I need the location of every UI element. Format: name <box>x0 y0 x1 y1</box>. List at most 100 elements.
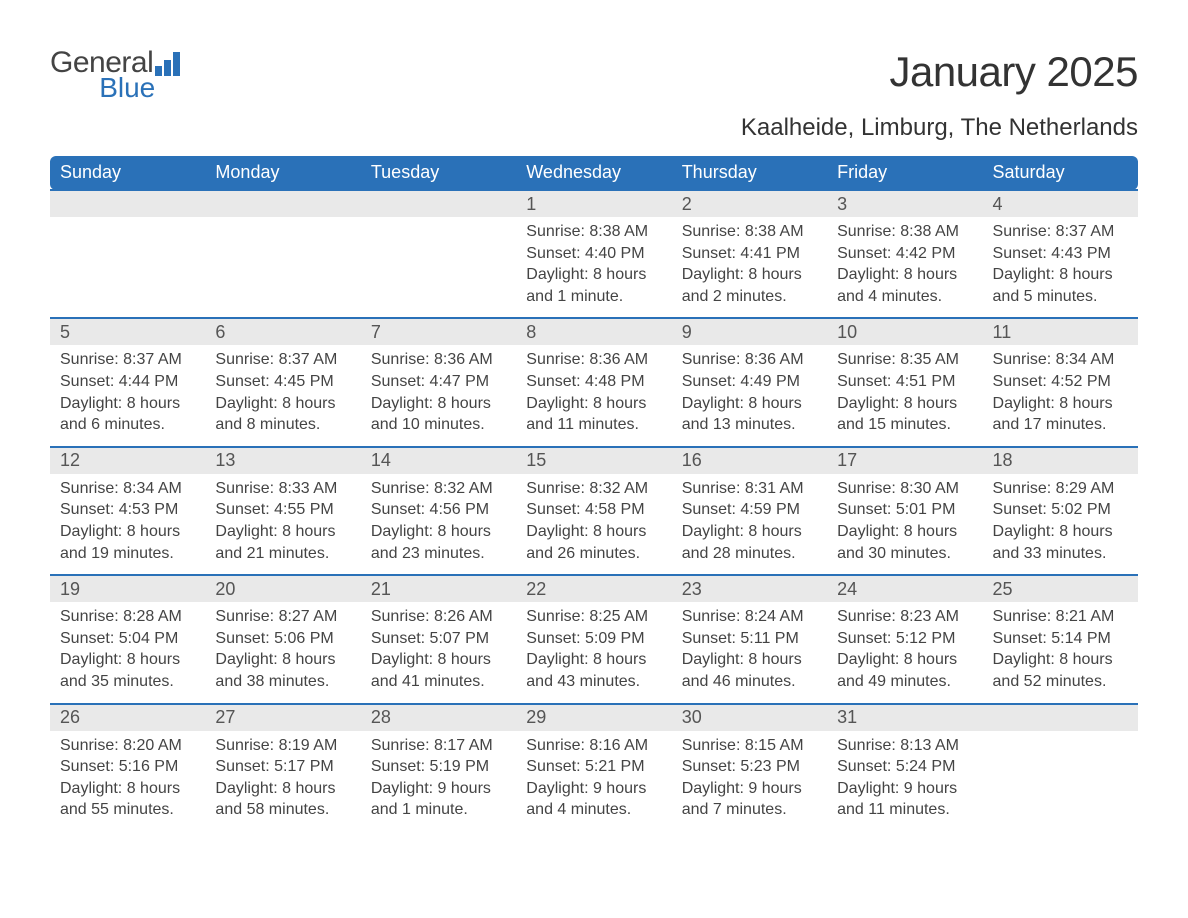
day-number: 27 <box>205 705 360 731</box>
day-details: Sunrise: 8:15 AMSunset: 5:23 PMDaylight:… <box>672 731 827 831</box>
day-details: Sunrise: 8:36 AMSunset: 4:47 PMDaylight:… <box>361 345 516 445</box>
sunrise-text: Sunrise: 8:21 AM <box>993 606 1128 628</box>
sunrise-text: Sunrise: 8:30 AM <box>837 478 972 500</box>
day-details: Sunrise: 8:36 AMSunset: 4:48 PMDaylight:… <box>516 345 671 445</box>
daylight-text: Daylight: 8 hours and 30 minutes. <box>837 521 972 564</box>
sunset-text: Sunset: 4:55 PM <box>215 499 350 521</box>
calendar-day-cell: 31Sunrise: 8:13 AMSunset: 5:24 PMDayligh… <box>827 704 982 832</box>
daylight-text: Daylight: 9 hours and 4 minutes. <box>526 778 661 821</box>
day-number: 23 <box>672 576 827 602</box>
weekday-header: Sunday <box>50 156 205 190</box>
day-details: Sunrise: 8:28 AMSunset: 5:04 PMDaylight:… <box>50 602 205 702</box>
weekday-header: Monday <box>205 156 360 190</box>
sunrise-text: Sunrise: 8:20 AM <box>60 735 195 757</box>
day-details: Sunrise: 8:38 AMSunset: 4:40 PMDaylight:… <box>516 217 671 317</box>
calendar-week-row: 12Sunrise: 8:34 AMSunset: 4:53 PMDayligh… <box>50 447 1138 575</box>
sunset-text: Sunset: 4:51 PM <box>837 371 972 393</box>
day-details: Sunrise: 8:37 AMSunset: 4:44 PMDaylight:… <box>50 345 205 445</box>
sunset-text: Sunset: 4:53 PM <box>60 499 195 521</box>
calendar-day-cell: 7Sunrise: 8:36 AMSunset: 4:47 PMDaylight… <box>361 318 516 446</box>
calendar-day-cell: 13Sunrise: 8:33 AMSunset: 4:55 PMDayligh… <box>205 447 360 575</box>
day-details: Sunrise: 8:27 AMSunset: 5:06 PMDaylight:… <box>205 602 360 702</box>
day-details: Sunrise: 8:32 AMSunset: 4:56 PMDaylight:… <box>361 474 516 574</box>
day-number: 19 <box>50 576 205 602</box>
day-number: 4 <box>983 191 1138 217</box>
day-number: 30 <box>672 705 827 731</box>
calendar-table: SundayMondayTuesdayWednesdayThursdayFrid… <box>50 156 1138 832</box>
calendar-day-cell: 19Sunrise: 8:28 AMSunset: 5:04 PMDayligh… <box>50 575 205 703</box>
day-number: 12 <box>50 448 205 474</box>
day-number: 20 <box>205 576 360 602</box>
day-details: Sunrise: 8:17 AMSunset: 5:19 PMDaylight:… <box>361 731 516 831</box>
sunrise-text: Sunrise: 8:35 AM <box>837 349 972 371</box>
daylight-text: Daylight: 9 hours and 1 minute. <box>371 778 506 821</box>
day-details: Sunrise: 8:34 AMSunset: 4:52 PMDaylight:… <box>983 345 1138 445</box>
weekday-header: Friday <box>827 156 982 190</box>
day-number: 16 <box>672 448 827 474</box>
day-details: Sunrise: 8:32 AMSunset: 4:58 PMDaylight:… <box>516 474 671 574</box>
day-details: Sunrise: 8:25 AMSunset: 5:09 PMDaylight:… <box>516 602 671 702</box>
day-number: 1 <box>516 191 671 217</box>
calendar-day-cell: 4Sunrise: 8:37 AMSunset: 4:43 PMDaylight… <box>983 190 1138 318</box>
day-number: 26 <box>50 705 205 731</box>
calendar-day-cell: 18Sunrise: 8:29 AMSunset: 5:02 PMDayligh… <box>983 447 1138 575</box>
daylight-text: Daylight: 8 hours and 21 minutes. <box>215 521 350 564</box>
day-number: 28 <box>361 705 516 731</box>
calendar-day-cell: 8Sunrise: 8:36 AMSunset: 4:48 PMDaylight… <box>516 318 671 446</box>
weekday-header: Thursday <box>672 156 827 190</box>
sunrise-text: Sunrise: 8:36 AM <box>682 349 817 371</box>
calendar-day-cell: 14Sunrise: 8:32 AMSunset: 4:56 PMDayligh… <box>361 447 516 575</box>
sunset-text: Sunset: 5:21 PM <box>526 756 661 778</box>
sunrise-text: Sunrise: 8:36 AM <box>371 349 506 371</box>
daylight-text: Daylight: 8 hours and 26 minutes. <box>526 521 661 564</box>
sunrise-text: Sunrise: 8:37 AM <box>993 221 1128 243</box>
sunrise-text: Sunrise: 8:37 AM <box>215 349 350 371</box>
day-details: Sunrise: 8:16 AMSunset: 5:21 PMDaylight:… <box>516 731 671 831</box>
sunrise-text: Sunrise: 8:15 AM <box>682 735 817 757</box>
day-number: 22 <box>516 576 671 602</box>
sunrise-text: Sunrise: 8:36 AM <box>526 349 661 371</box>
logo-bars-icon <box>155 52 189 76</box>
sunset-text: Sunset: 5:24 PM <box>837 756 972 778</box>
daylight-text: Daylight: 9 hours and 7 minutes. <box>682 778 817 821</box>
sunset-text: Sunset: 4:42 PM <box>837 243 972 265</box>
calendar-day-cell: 9Sunrise: 8:36 AMSunset: 4:49 PMDaylight… <box>672 318 827 446</box>
daylight-text: Daylight: 8 hours and 49 minutes. <box>837 649 972 692</box>
calendar-day-cell: 20Sunrise: 8:27 AMSunset: 5:06 PMDayligh… <box>205 575 360 703</box>
day-number: 31 <box>827 705 982 731</box>
sunrise-text: Sunrise: 8:29 AM <box>993 478 1128 500</box>
sunrise-text: Sunrise: 8:33 AM <box>215 478 350 500</box>
day-number: 3 <box>827 191 982 217</box>
day-details: Sunrise: 8:13 AMSunset: 5:24 PMDaylight:… <box>827 731 982 831</box>
daylight-text: Daylight: 8 hours and 46 minutes. <box>682 649 817 692</box>
sunrise-text: Sunrise: 8:38 AM <box>837 221 972 243</box>
sunrise-text: Sunrise: 8:34 AM <box>993 349 1128 371</box>
day-number: 5 <box>50 319 205 345</box>
sunset-text: Sunset: 4:41 PM <box>682 243 817 265</box>
day-number <box>361 191 516 217</box>
daylight-text: Daylight: 8 hours and 52 minutes. <box>993 649 1128 692</box>
sunset-text: Sunset: 4:40 PM <box>526 243 661 265</box>
day-number: 21 <box>361 576 516 602</box>
calendar-day-cell: 24Sunrise: 8:23 AMSunset: 5:12 PMDayligh… <box>827 575 982 703</box>
daylight-text: Daylight: 8 hours and 41 minutes. <box>371 649 506 692</box>
sunset-text: Sunset: 5:09 PM <box>526 628 661 650</box>
day-number: 25 <box>983 576 1138 602</box>
sunset-text: Sunset: 4:58 PM <box>526 499 661 521</box>
calendar-day-cell: 22Sunrise: 8:25 AMSunset: 5:09 PMDayligh… <box>516 575 671 703</box>
day-number <box>50 191 205 217</box>
calendar-day-cell: 1Sunrise: 8:38 AMSunset: 4:40 PMDaylight… <box>516 190 671 318</box>
weekday-header-row: SundayMondayTuesdayWednesdayThursdayFrid… <box>50 156 1138 190</box>
calendar-day-cell: 29Sunrise: 8:16 AMSunset: 5:21 PMDayligh… <box>516 704 671 832</box>
daylight-text: Daylight: 8 hours and 4 minutes. <box>837 264 972 307</box>
sunset-text: Sunset: 5:16 PM <box>60 756 195 778</box>
day-details: Sunrise: 8:36 AMSunset: 4:49 PMDaylight:… <box>672 345 827 445</box>
calendar-day-cell: 26Sunrise: 8:20 AMSunset: 5:16 PMDayligh… <box>50 704 205 832</box>
month-title: January 2025 <box>741 48 1138 96</box>
day-number: 10 <box>827 319 982 345</box>
calendar-day-cell: 16Sunrise: 8:31 AMSunset: 4:59 PMDayligh… <box>672 447 827 575</box>
sunrise-text: Sunrise: 8:38 AM <box>526 221 661 243</box>
calendar-day-cell <box>50 190 205 318</box>
weekday-header: Saturday <box>983 156 1138 190</box>
sunset-text: Sunset: 4:47 PM <box>371 371 506 393</box>
